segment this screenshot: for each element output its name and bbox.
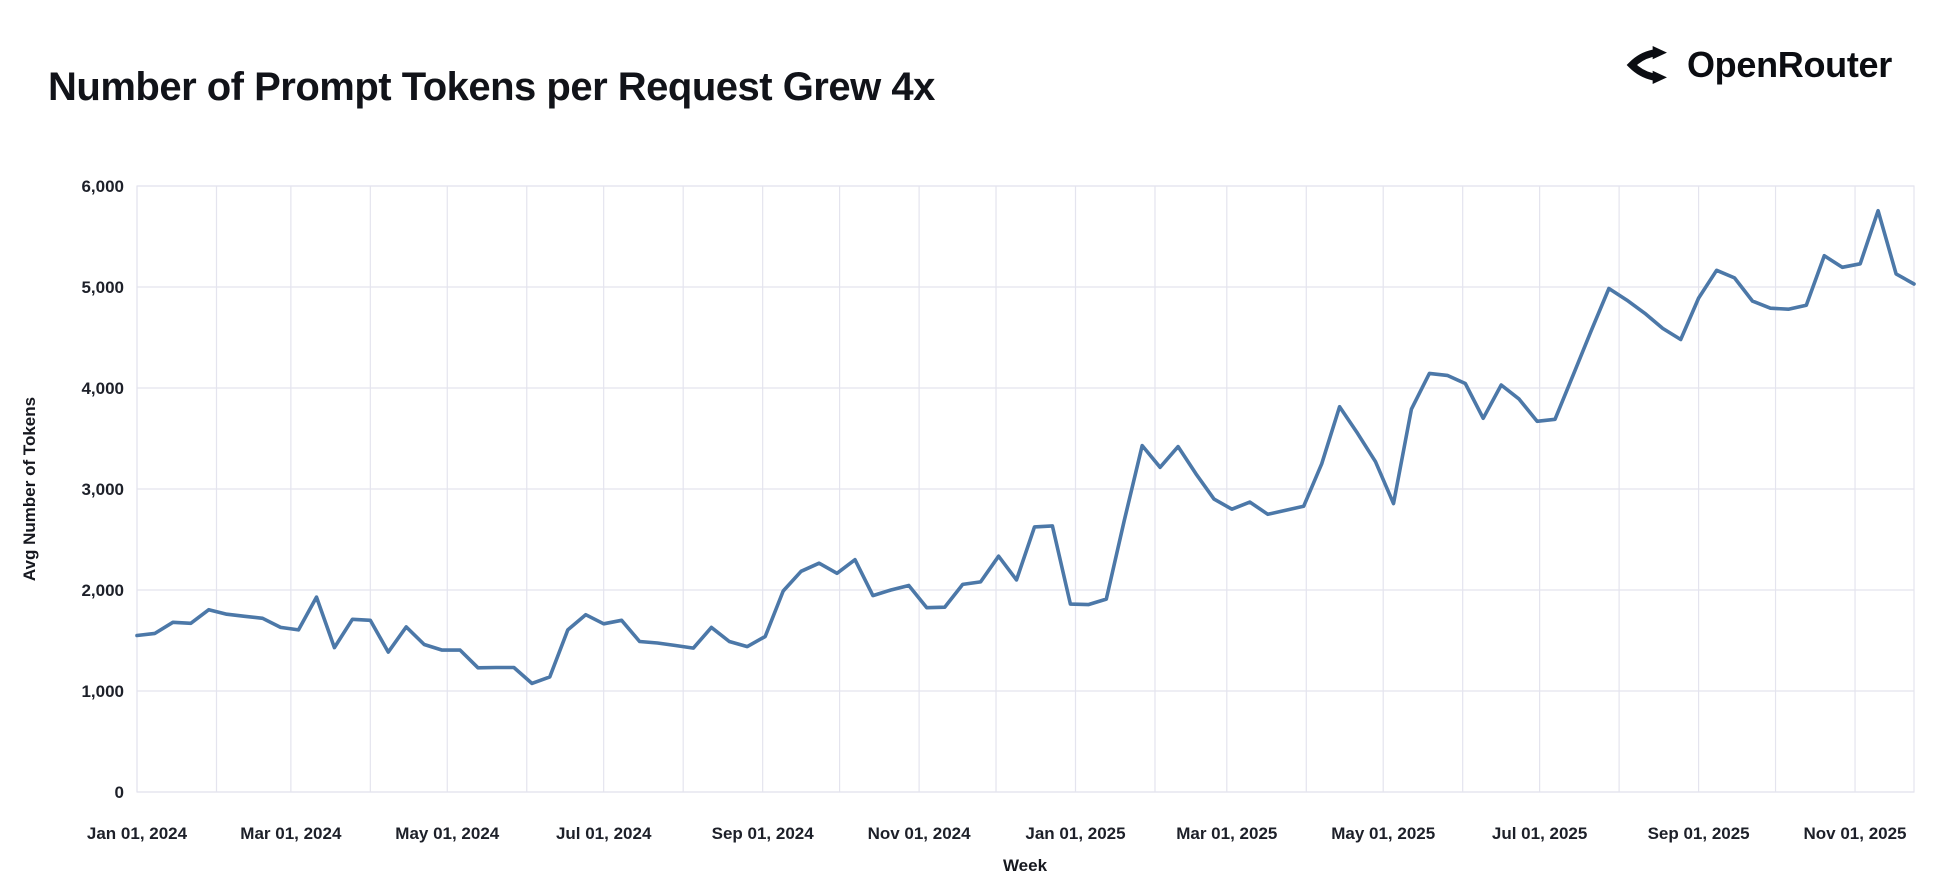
page-title: Number of Prompt Tokens per Request Grew… xyxy=(48,64,935,109)
brand-name: OpenRouter xyxy=(1686,44,1892,85)
openrouter-logo: OpenRouter xyxy=(1625,44,1892,86)
gridlines xyxy=(136,185,1914,793)
x-tick-label: Jul 01, 2025 xyxy=(1492,824,1587,843)
x-tick-label: Mar 01, 2025 xyxy=(1176,824,1277,843)
y-tick-label: 3,000 xyxy=(81,480,124,499)
y-tick-label: 6,000 xyxy=(81,177,124,196)
x-tick-label: Jul 01, 2024 xyxy=(556,824,652,843)
x-tick-label: Mar 01, 2024 xyxy=(240,824,342,843)
y-tick-label: 0 xyxy=(115,783,124,802)
y-axis-title: Avg Number of Tokens xyxy=(20,396,39,582)
openrouter-logo-icon xyxy=(1626,45,1667,85)
x-tick-label: Nov 01, 2025 xyxy=(1804,824,1907,843)
x-tick-label: Jan 01, 2025 xyxy=(1025,824,1125,843)
x-tick-label: May 01, 2024 xyxy=(395,824,500,843)
x-axis-title: Week xyxy=(1002,856,1048,875)
x-tick-label: Sep 01, 2025 xyxy=(1648,824,1750,843)
y-tick-label: 2,000 xyxy=(81,581,124,600)
plot-border xyxy=(136,185,1915,793)
x-tick-label: May 01, 2025 xyxy=(1331,824,1435,843)
y-tick-labels: 0 1,000 2,000 3,000 4,000 5,000 6,000 xyxy=(81,177,124,802)
x-tick-label: Sep 01, 2024 xyxy=(712,824,815,843)
data-line xyxy=(135,208,1916,686)
y-tick-label: 5,000 xyxy=(81,278,124,297)
y-tick-label: 1,000 xyxy=(81,682,124,701)
y-tick-label: 4,000 xyxy=(81,379,124,398)
x-tick-labels: Jan 01, 2024 Mar 01, 2024 May 01, 2024 Jul … xyxy=(87,824,1907,843)
x-tick-label: Nov 01, 2024 xyxy=(868,824,972,843)
x-tick-label: Jan 01, 2024 xyxy=(87,824,188,843)
